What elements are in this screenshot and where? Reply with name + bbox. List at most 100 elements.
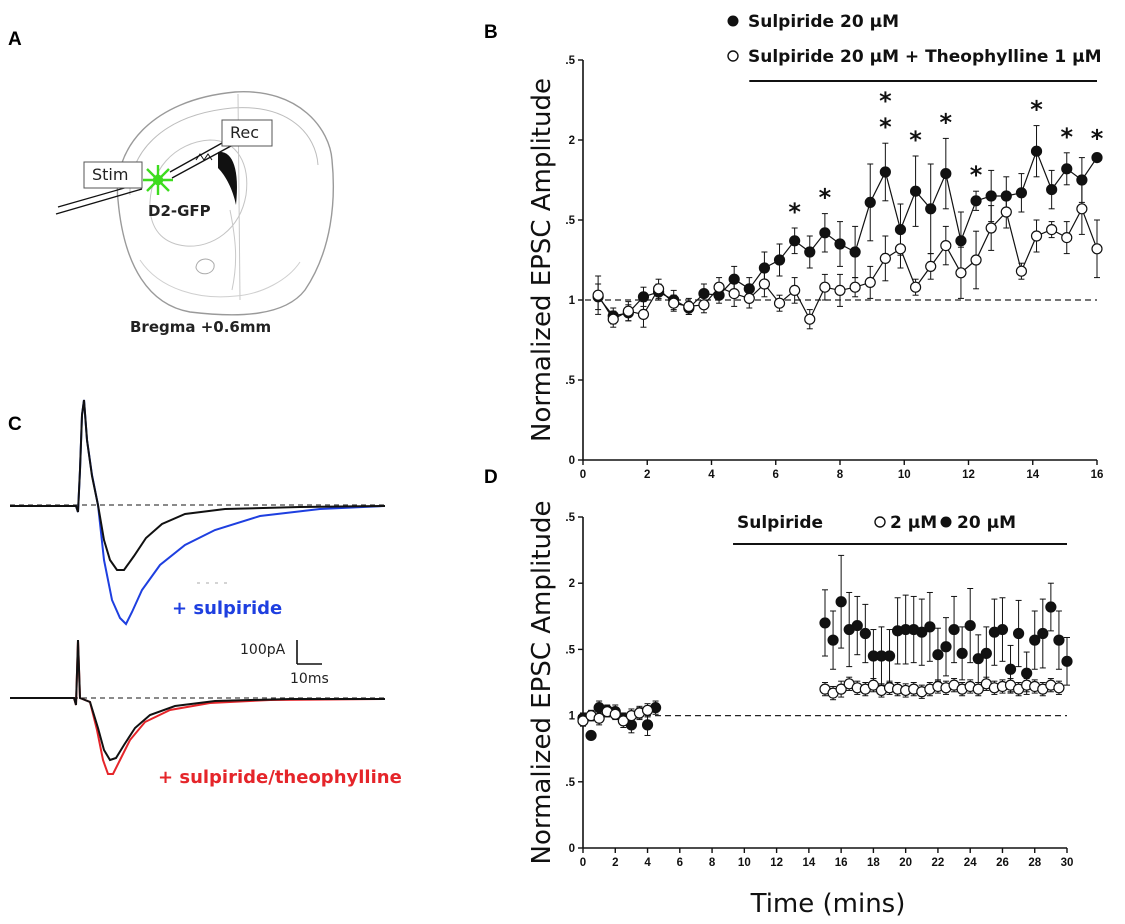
data-point-open: [834, 284, 846, 296]
significance-star: *: [970, 161, 983, 189]
x-tick-label: 10: [738, 857, 751, 869]
y-tick-label: .5: [565, 215, 575, 227]
sulpiride-theophylline-label: + sulpiride/theophylline: [158, 767, 402, 788]
x-tick-label: 8: [837, 469, 844, 481]
trace-control-bottom: [10, 639, 385, 762]
legend-d-open-marker: [874, 516, 886, 528]
anterior-commissure: [195, 258, 215, 275]
data-point-open: [773, 297, 786, 309]
data-point-open: [864, 276, 876, 288]
x-tick-label: 0: [580, 857, 586, 869]
data-point-open: [758, 278, 771, 290]
data-point-filled: [728, 273, 740, 285]
x-tick-label: 28: [1028, 857, 1041, 869]
data-point-filled: [641, 719, 654, 731]
data-point-filled: [1091, 152, 1103, 164]
x-tick-label: 6: [773, 469, 779, 481]
x-tick-label: 24: [964, 857, 977, 869]
data-point-open: [879, 252, 891, 264]
legend-d-title: Sulpiride: [737, 513, 823, 533]
data-point-filled: [948, 623, 960, 636]
legend-b-open-label: Sulpiride 20 µM + Theophylline 1 µM: [748, 47, 1102, 67]
data-point-filled: [940, 641, 952, 653]
panel-a-diagram: Stim Rec D2-GFP Bregma +0.6mm: [55, 91, 334, 336]
y-tick-label: .5: [565, 644, 575, 656]
data-point-filled: [1015, 187, 1028, 199]
bregma-label: Bregma +0.6mm: [130, 318, 271, 336]
data-point-open: [985, 222, 997, 234]
significance-star: *: [788, 198, 801, 226]
x-axis-label: Time (mins): [750, 889, 906, 919]
cortex-contour: [129, 107, 319, 196]
x-tick-label: 2: [612, 857, 618, 869]
x-tick-label: 26: [996, 857, 1009, 869]
data-point-open: [804, 313, 816, 325]
y-axis-label: Normalized EPSC Amplitude: [527, 501, 557, 865]
data-point-filled: [1061, 655, 1073, 667]
panel-label-a: A: [8, 29, 22, 50]
data-point-filled: [985, 190, 997, 202]
sulpiride-label: + sulpiride: [172, 598, 282, 619]
x-tick-label: 16: [835, 857, 848, 869]
panel-label-c: C: [8, 414, 22, 435]
data-point-open: [577, 715, 589, 727]
data-point-filled: [909, 185, 922, 197]
panel-c-traces: + sulpiride + sulpiride/theophylline 100…: [10, 399, 402, 788]
data-point-filled: [585, 729, 597, 742]
data-point-filled: [827, 634, 839, 646]
data-point-filled: [849, 246, 861, 258]
data-point-open: [728, 288, 740, 300]
significance-star: *: [1091, 124, 1104, 152]
data-point-open: [909, 281, 922, 293]
stim-label-box: [83, 161, 143, 189]
y-axis-label: Normalized EPSC Amplitude: [527, 78, 557, 442]
septum-contour: [229, 209, 237, 291]
series-line-filled: [597, 149, 1098, 317]
data-point-open: [1046, 224, 1058, 236]
x-tick-label: 20: [899, 857, 912, 869]
data-point-filled: [970, 195, 982, 207]
d2-gfp-label: D2-GFP: [148, 202, 211, 220]
significance-star: *: [879, 113, 892, 141]
scale-time-label: 10ms: [290, 671, 329, 687]
data-point-open: [652, 283, 665, 295]
data-point-open: [607, 313, 619, 325]
data-point-open: [1000, 206, 1012, 218]
data-point-filled: [1030, 145, 1043, 157]
data-point-filled: [859, 627, 871, 640]
slice-outline: [116, 91, 334, 316]
data-point-filled: [834, 238, 846, 250]
data-point-filled: [1045, 601, 1057, 613]
data-point-open: [698, 299, 710, 311]
significance-star: *: [1030, 96, 1043, 124]
data-point-filled: [1029, 634, 1041, 646]
data-point-filled: [819, 617, 831, 629]
data-point-open: [835, 683, 847, 695]
x-tick-label: 4: [644, 857, 651, 869]
data-point-filled: [1000, 190, 1012, 202]
data-point-open: [867, 679, 880, 691]
data-point-open: [641, 704, 654, 716]
significance-star: *: [909, 126, 922, 154]
data-point-open: [972, 683, 984, 695]
rec-label-box: [221, 119, 273, 147]
data-point-open: [713, 281, 725, 293]
data-point-filled: [773, 254, 786, 266]
data-point-filled: [851, 619, 863, 632]
data-point-open: [743, 292, 755, 304]
data-point-open: [789, 284, 801, 296]
y-tick-label: 1: [569, 295, 576, 307]
data-point-open: [1061, 232, 1073, 244]
data-point-filled: [1012, 627, 1025, 640]
data-point-filled: [1021, 667, 1033, 679]
data-point-open: [1015, 265, 1028, 277]
x-tick-label: 14: [802, 857, 815, 869]
data-point-filled: [883, 650, 896, 662]
data-point-open: [1053, 682, 1065, 694]
data-point-open: [617, 715, 629, 727]
data-point-open: [925, 260, 937, 272]
data-point-filled: [698, 288, 710, 300]
legend-d-open-label: 2 µM: [890, 513, 937, 533]
data-point-filled: [789, 235, 801, 247]
